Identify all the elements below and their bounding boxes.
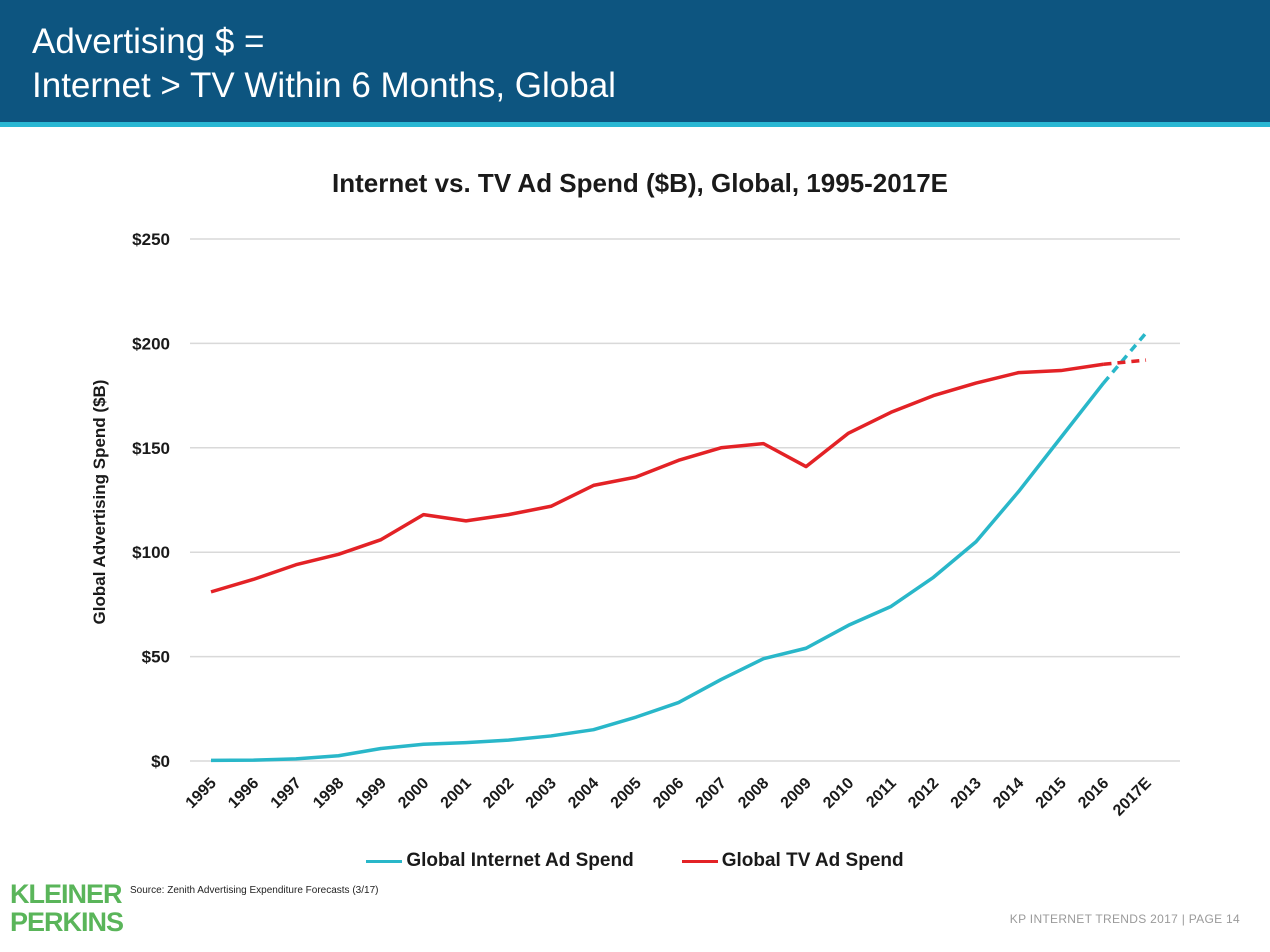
series-line-internet [210,381,1105,763]
x-tick-label: 2011 [863,775,900,812]
x-tick-label: 2007 [693,775,730,812]
x-tick-label: 2005 [608,775,645,812]
x-tick-label: 2014 [990,775,1027,812]
source-note: Source: Zenith Advertising Expenditure F… [130,885,379,896]
series-line-tv [210,362,1104,594]
y-tick-label: $150 [132,439,170,458]
x-tick-label: 2003 [523,775,560,812]
legend-item-internet: Global Internet Ad Spend [366,850,634,872]
x-tick-label: 2002 [480,775,517,812]
y-tick-label: $50 [142,648,170,667]
page-footer: KP INTERNET TRENDS 2017 | PAGE 14 [1009,912,1240,926]
x-tick-label: 2016 [1075,775,1112,812]
x-tick-label: 2012 [905,775,942,812]
y-tick-label: $200 [132,334,170,353]
grid-layer [190,238,1180,762]
legend-label-internet: Global Internet Ad Spend [406,850,634,871]
legend-swatch-tv [681,859,718,863]
logo-line-2: PERKINS [10,907,124,937]
x-tick-label: 2008 [735,775,772,812]
x-tick-label: 2000 [395,775,432,812]
chart-title: Internet vs. TV Ad Spend ($B), Global, 1… [332,168,948,198]
x-tick-label: 2013 [948,775,985,812]
x-tick-label: 1998 [310,775,347,812]
x-tick-label: 2004 [565,775,602,812]
series-layer [210,331,1148,763]
legend-item-tv: Global TV Ad Spend [681,850,904,872]
x-tick-label: 2015 [1033,775,1070,812]
x-tick-label: 1996 [225,775,262,812]
series-line-tv-projected [1103,358,1147,367]
legend-swatch-internet [366,859,403,863]
x-tick-label: 2010 [820,775,857,812]
logo-line-1: KLEINER [10,879,123,909]
x-tick-label: 1999 [353,775,390,812]
x-tick-labels: 1995 1996 1997 1998 1999 2000 2001 2002 2003 2004… [183,775,1155,820]
series-line-internet-projected [1102,331,1148,385]
y-tick-label: $250 [132,230,170,249]
slide-title-line-1: Advertising $ = [32,22,265,61]
y-tick-label: $0 [151,752,170,771]
chart-legend: Global Internet Ad Spend Global TV Ad Sp… [0,850,1270,872]
y-tick-label: $100 [132,543,170,562]
legend-label-tv: Global TV Ad Spend [721,850,904,871]
x-tick-label: 1995 [183,775,220,812]
x-tick-label: 2017E [1110,775,1155,820]
y-tick-labels: $0 $50 $100 $150 $200 $250 [132,230,170,771]
x-tick-label: 2006 [650,775,687,812]
x-tick-label: 1997 [268,775,305,812]
x-tick-label: 2009 [778,775,815,812]
x-tick-label: 2001 [438,775,475,812]
kleiner-perkins-logo: KLEINER PERKINS [10,879,124,937]
slide-title-line-2: Internet > TV Within 6 Months, Global [32,66,616,105]
slide-header: Advertising $ = Internet > TV Within 6 M… [0,0,1270,127]
